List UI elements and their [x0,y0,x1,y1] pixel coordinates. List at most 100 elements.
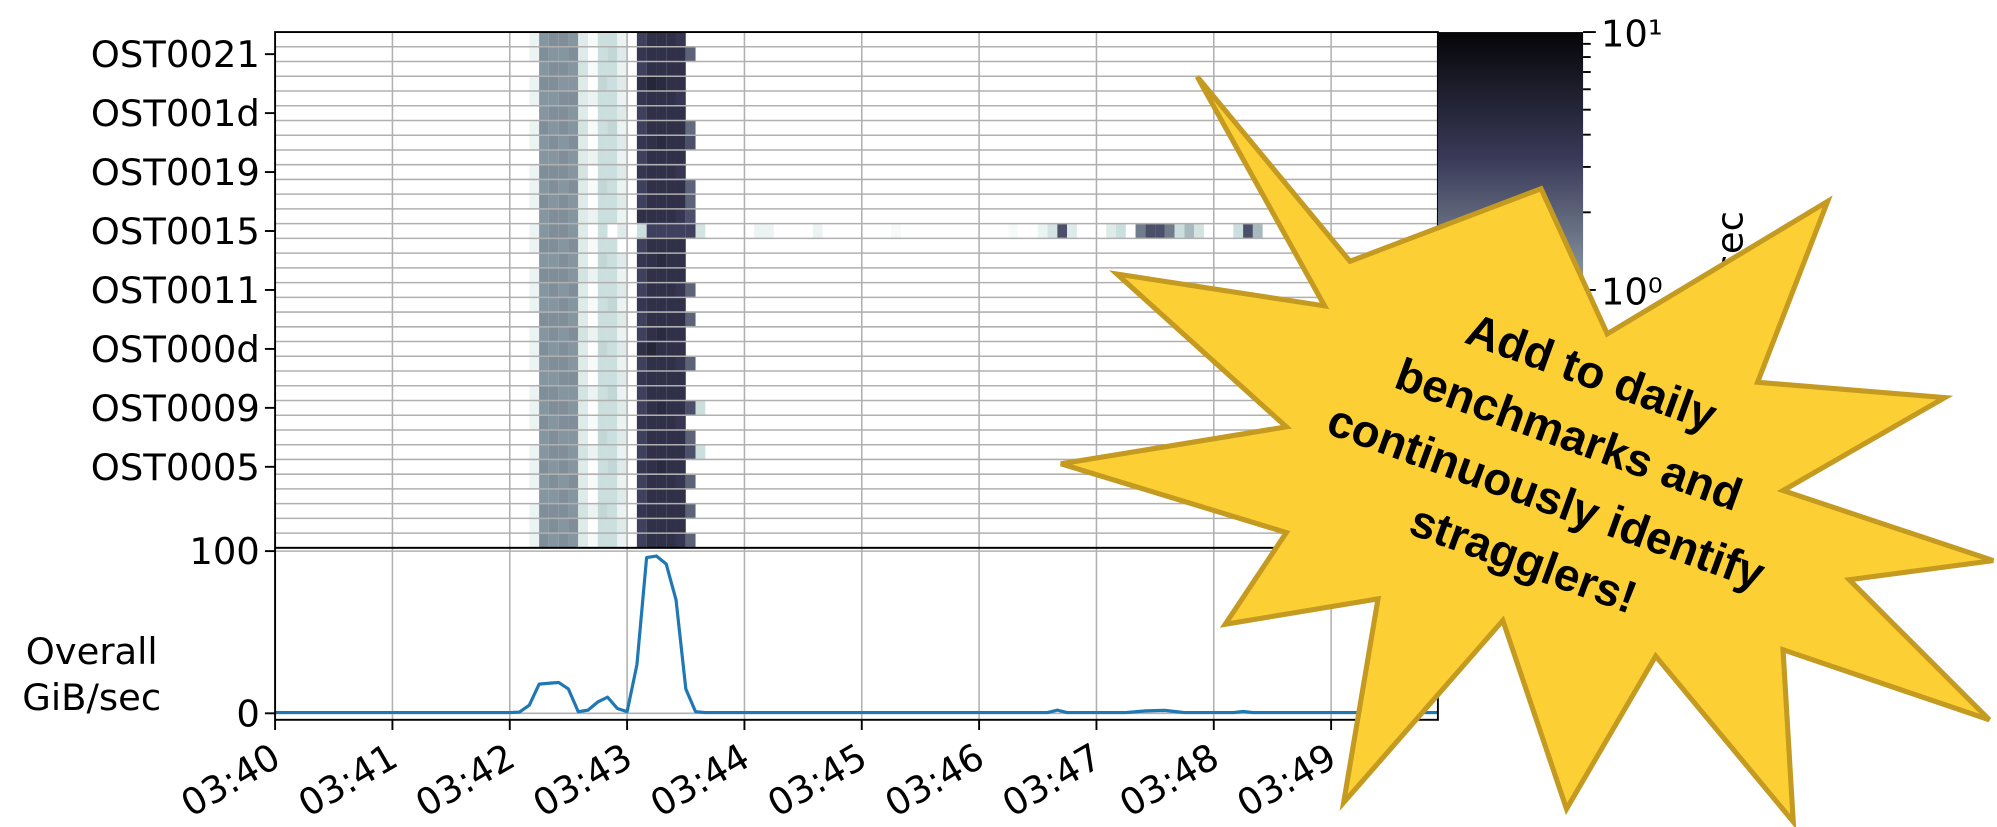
heatmap-cell [647,135,657,150]
heatmap-cell [676,106,686,121]
heatmap-cell [666,106,676,121]
heatmap-cell [568,459,578,474]
heatmap-cell [608,312,618,327]
heatmap-cell [598,283,608,298]
heatmap-cell [578,518,588,533]
heatmap-cell [608,386,618,401]
heatmap-cell [588,62,598,77]
heatmap-cell [647,283,657,298]
heatmap-cell [647,430,657,445]
heatmap-cell [578,342,588,357]
heatmap-cell [617,297,627,312]
heatmap-cell [608,533,618,548]
heatmap-cell [568,327,578,342]
heatmap-cell [578,224,588,239]
heatmap-cell [568,371,578,386]
heatmap-cell [588,504,598,519]
heatmap-cell [598,474,608,489]
heatmap-cell [578,415,588,430]
heatmap-cell [549,371,559,386]
heatmap-cell [666,91,676,106]
heatmap-cell [617,47,627,62]
heatmap-cell [656,91,666,106]
heatmap-cell [676,194,686,209]
heatmap-cell [559,238,569,253]
heatmap-cell [686,194,696,209]
heatmap-cell [813,224,823,239]
heatmap-cell [617,224,627,239]
heatmap-cell [539,445,549,460]
y-tick-label: 100 [189,530,259,573]
heatmap-cell [549,474,559,489]
heatmap-cell [559,518,569,533]
heatmap-cell [539,253,549,268]
heatmap-cell [666,253,676,268]
heatmap-cell [588,150,598,165]
heatmap-cell [598,297,608,312]
heatmap-cell [676,91,686,106]
heatmap-cell [1194,224,1204,239]
heatmap-cell [539,386,549,401]
heatmap-cell [539,533,549,548]
heatmap-cell [568,32,578,47]
heatmap-cell [637,327,647,342]
heatmap-cell [608,238,618,253]
heatmap-cell [647,76,657,91]
heatmap-cell [559,371,569,386]
heatmap-cell [676,135,686,150]
heatmap-cell [666,518,676,533]
heatmap-cell [666,297,676,312]
heatmap-cell [617,356,627,371]
heatmap-cell [568,430,578,445]
heatmap-cell [578,371,588,386]
heatmap-cell [549,150,559,165]
heatmap-cell [608,371,618,386]
heatmap-cell [656,342,666,357]
heatmap-cell [598,179,608,194]
heatmap-cell [1233,224,1243,239]
heatmap-cell [656,489,666,504]
heatmap-cell [617,165,627,180]
heatmap-cell [539,415,549,430]
heatmap-cell [608,268,618,283]
heatmap-cell [559,342,569,357]
heatmap-cell [549,533,559,548]
heatmap-cell [549,238,559,253]
heatmap-cell [608,489,618,504]
y-tick-label: OST001d [91,92,260,135]
heatmap-cell [676,297,686,312]
heatmap-cell [568,445,578,460]
heatmap-cell [529,224,539,239]
heatmap-cell [696,400,706,415]
heatmap-cell [617,312,627,327]
heatmap-cell [539,76,549,91]
heatmap-cell [598,253,608,268]
heatmap-cell [529,297,539,312]
heatmap-cell [568,297,578,312]
heatmap-cell [676,165,686,180]
heatmap-cell [647,224,657,239]
heatmap-cell [559,209,569,224]
heatmap-cell [568,283,578,298]
x-tick-label: 03:41 [291,735,405,825]
heatmap-cell [529,268,539,283]
heatmap-cell [598,356,608,371]
heatmap-cell [578,386,588,401]
heatmap-cell [568,238,578,253]
heatmap-cell [598,430,608,445]
heatmap-cell [666,179,676,194]
heatmap-cell [559,327,569,342]
heatmap-cell [588,209,598,224]
heatmap-cell [647,106,657,121]
heatmap-cell [647,386,657,401]
heatmap-cell [1008,224,1018,239]
heatmap-cell [666,430,676,445]
heatmap-cell [666,209,676,224]
heatmap-cell [568,489,578,504]
heatmap-cell [559,91,569,106]
heatmap-cell [539,62,549,77]
heatmap-cell [529,327,539,342]
heatmap-cell [559,150,569,165]
heatmap-cell [539,504,549,519]
heatmap-cell [617,106,627,121]
